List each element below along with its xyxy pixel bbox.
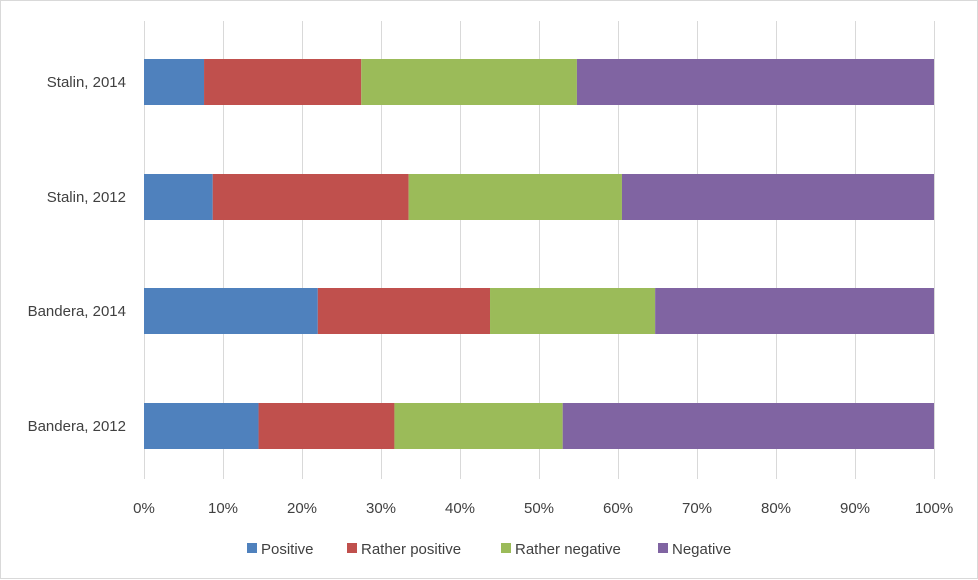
bar-segment <box>394 403 563 449</box>
bar-segment <box>655 288 934 334</box>
bar-segment <box>212 174 409 220</box>
x-tick-labels: 0% 10% 20% 30% 40% 50% 60% 70% 80% 90% 100% <box>133 500 953 517</box>
legend-label: Rather positive <box>361 541 461 558</box>
legend-label: Negative <box>672 541 731 558</box>
bar-segment <box>144 403 259 449</box>
bar-segment <box>576 59 934 105</box>
category-label: Stalin, 2014 <box>47 74 126 91</box>
bar-segment <box>361 59 577 105</box>
bar-segment <box>204 59 362 105</box>
x-tick-label: 80% <box>761 500 791 517</box>
legend-swatch <box>658 543 668 553</box>
x-tick-label: 90% <box>840 500 870 517</box>
category-label: Stalin, 2012 <box>47 189 126 206</box>
x-tick-label: 70% <box>682 500 712 517</box>
x-tick-label: 30% <box>366 500 396 517</box>
x-tick-label: 10% <box>208 500 238 517</box>
category-label: Bandera, 2014 <box>28 303 126 320</box>
legend-label: Rather negative <box>515 541 621 558</box>
category-label: Bandera, 2012 <box>28 418 126 435</box>
bar-segment <box>144 59 205 105</box>
legend-swatch <box>347 543 357 553</box>
x-tick-label: 40% <box>445 500 475 517</box>
bar-segment <box>258 403 395 449</box>
x-tick-label: 0% <box>133 500 155 517</box>
legend-swatch <box>247 543 257 553</box>
bars <box>144 59 934 449</box>
bar-segment <box>408 174 622 220</box>
legend-label: Positive <box>261 541 314 558</box>
category-labels: Stalin, 2014 Stalin, 2012 Bandera, 2014 Ban… <box>28 74 126 435</box>
x-tick-label: 20% <box>287 500 317 517</box>
legend-swatch <box>501 543 511 553</box>
bar-segment <box>490 288 656 334</box>
bar-segment <box>144 288 318 334</box>
x-tick-label: 50% <box>524 500 554 517</box>
legend: Positive Rather positive Rather negative Ne… <box>247 541 731 558</box>
x-tick-label: 60% <box>603 500 633 517</box>
bar-segment <box>144 174 213 220</box>
bar-segment <box>562 403 934 449</box>
bar-segment <box>317 288 491 334</box>
x-tick-label: 100% <box>915 500 953 517</box>
bar-segment <box>621 174 934 220</box>
